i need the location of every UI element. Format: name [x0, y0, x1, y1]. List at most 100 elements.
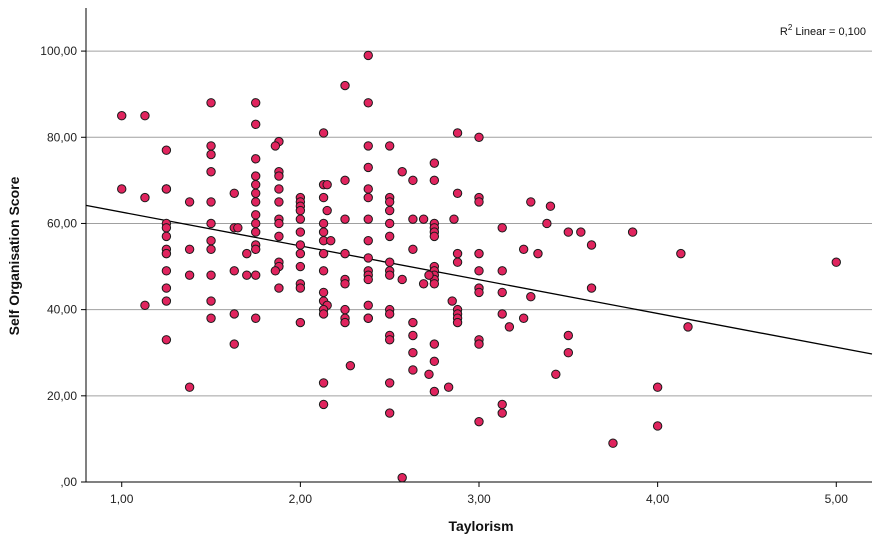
data-point — [251, 210, 261, 220]
data-point — [384, 408, 395, 418]
data-point — [229, 309, 239, 319]
data-point — [161, 184, 172, 194]
data-point — [295, 283, 306, 293]
y-tick-label: 40,00 — [47, 303, 77, 317]
y-tick-label: 80,00 — [47, 130, 77, 144]
data-point — [318, 378, 329, 388]
data-point — [251, 119, 261, 130]
data-point — [363, 253, 373, 263]
data-point — [140, 111, 150, 121]
data-point — [408, 348, 418, 358]
data-point — [274, 283, 284, 293]
y-tick-label: ,00 — [60, 475, 77, 489]
r-squared-text: Linear = 0,100 — [792, 26, 866, 38]
data-point — [586, 240, 597, 250]
data-point — [363, 98, 373, 108]
fit-line-group — [85, 204, 873, 355]
data-point — [408, 244, 418, 255]
x-axis-title: Taylorism — [448, 518, 513, 534]
data-point — [274, 218, 284, 229]
data-point — [340, 80, 350, 91]
data-point — [295, 240, 306, 250]
y-tick-label: 100,00 — [40, 44, 77, 58]
data-point — [318, 248, 329, 259]
data-point — [251, 227, 261, 237]
data-point — [474, 132, 484, 142]
data-point — [363, 214, 373, 224]
data-point — [474, 197, 484, 207]
data-point — [206, 197, 216, 207]
x-tick-label: 2,00 — [289, 492, 313, 506]
data-point — [384, 218, 395, 229]
data-point — [242, 270, 252, 280]
data-point — [233, 223, 243, 233]
data-point — [251, 171, 261, 181]
data-point — [497, 309, 507, 319]
fit-line — [85, 204, 873, 355]
data-point — [340, 304, 350, 315]
data-point — [251, 313, 261, 323]
data-point — [274, 184, 284, 194]
data-point — [429, 279, 440, 289]
data-point — [295, 261, 306, 272]
r-squared-superscript: 2 — [788, 23, 793, 32]
data-point — [322, 179, 332, 190]
data-point — [295, 227, 306, 237]
y-tick-label: 20,00 — [47, 389, 77, 403]
data-point — [518, 313, 529, 323]
data-point — [326, 235, 336, 246]
data-point — [318, 218, 329, 229]
x-tick-label: 4,00 — [646, 492, 670, 506]
data-point — [449, 214, 459, 224]
data-point — [184, 197, 195, 207]
data-point — [474, 266, 484, 276]
data-point — [363, 192, 373, 203]
data-point — [429, 386, 440, 397]
data-point — [206, 313, 216, 323]
data-point — [184, 270, 195, 280]
data-point — [429, 339, 440, 349]
x-tick-label: 1,00 — [110, 492, 134, 506]
data-point — [161, 145, 172, 155]
data-point — [563, 330, 574, 341]
gridlines — [86, 50, 872, 397]
data-point — [229, 266, 239, 276]
data-point — [295, 248, 306, 259]
data-point — [251, 188, 261, 198]
data-point — [504, 322, 515, 332]
data-point — [526, 197, 536, 207]
data-point — [184, 244, 195, 255]
data-point — [251, 244, 261, 255]
data-point — [384, 335, 395, 345]
data-point — [229, 188, 239, 198]
data-point — [683, 322, 693, 332]
data-point — [318, 399, 329, 410]
axes — [81, 8, 872, 487]
data-point — [831, 257, 841, 267]
data-point — [318, 309, 329, 319]
data-point — [270, 266, 281, 276]
data-point — [251, 218, 261, 229]
data-point — [384, 309, 395, 319]
data-point — [206, 167, 216, 177]
data-point — [274, 197, 284, 207]
data-point — [363, 50, 373, 61]
data-point — [429, 175, 440, 186]
data-point — [251, 154, 261, 164]
data-points — [117, 50, 841, 483]
data-point — [318, 227, 329, 237]
data-point — [533, 248, 543, 259]
data-point — [274, 231, 284, 242]
data-point — [161, 248, 172, 259]
data-point — [526, 292, 536, 302]
data-point — [384, 231, 395, 242]
y-tick-label: 60,00 — [47, 216, 77, 230]
data-point — [363, 184, 373, 194]
data-point — [418, 279, 429, 289]
data-point — [429, 158, 440, 168]
data-point — [452, 257, 463, 267]
data-point — [318, 266, 329, 276]
r-squared-annotation: R2 Linear = 0,100 — [780, 23, 866, 38]
data-point — [340, 175, 350, 186]
data-point — [295, 205, 306, 216]
